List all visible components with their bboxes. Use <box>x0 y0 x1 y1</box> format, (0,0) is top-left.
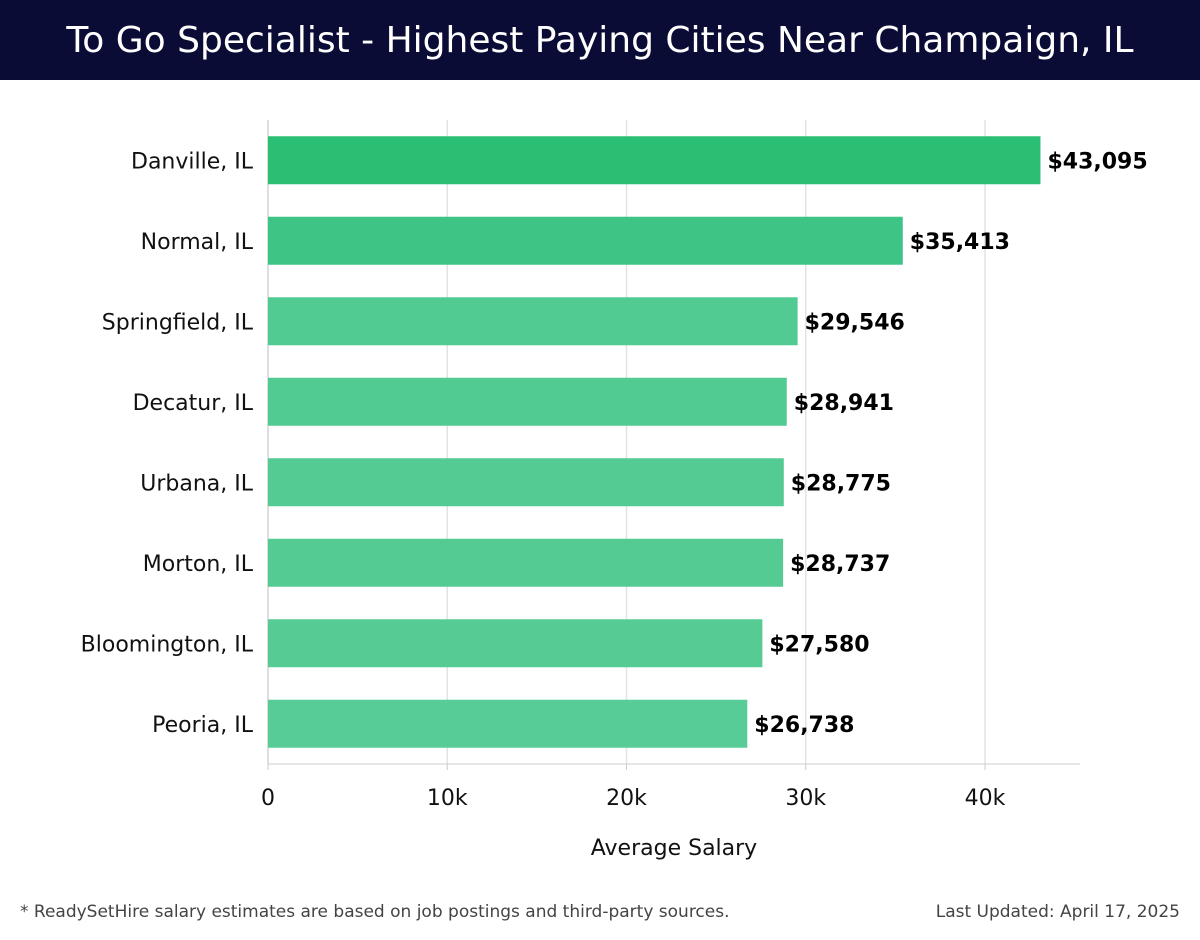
y-tick-label: Bloomington, IL <box>81 632 254 657</box>
x-tick-label: 10k <box>427 786 468 811</box>
x-tick-label: 20k <box>606 786 647 811</box>
bar-6 <box>268 619 763 668</box>
x-axis-label: Average Salary <box>591 836 757 861</box>
y-tick-label: Danville, IL <box>131 149 254 174</box>
bar-4 <box>268 458 784 507</box>
bar-0 <box>268 136 1041 185</box>
y-tick-label: Peoria, IL <box>152 713 254 738</box>
bar-7 <box>268 699 748 748</box>
x-tick-label: 0 <box>261 786 275 811</box>
footnote: * ReadySetHire salary estimates are base… <box>20 902 730 922</box>
bar-1 <box>268 216 903 265</box>
bar-3 <box>268 377 787 426</box>
y-tick-label: Urbana, IL <box>140 471 253 496</box>
data-label: $29,546 <box>805 310 905 335</box>
data-label: $43,095 <box>1047 149 1147 174</box>
data-label: $26,738 <box>754 713 854 738</box>
data-label: $28,737 <box>790 552 890 577</box>
bar-2 <box>268 297 798 346</box>
bar-5 <box>268 538 784 587</box>
data-label: $35,413 <box>910 230 1010 255</box>
y-tick-label: Morton, IL <box>143 552 254 577</box>
x-tick-label: 30k <box>785 786 826 811</box>
last-updated: Last Updated: April 17, 2025 <box>935 902 1180 922</box>
y-tick-label: Normal, IL <box>141 230 254 255</box>
chart-title: To Go Specialist - Highest Paying Cities… <box>0 0 1200 80</box>
y-tick-label: Springfield, IL <box>102 310 254 335</box>
y-tick-label: Decatur, IL <box>133 391 254 416</box>
data-label: $28,775 <box>791 471 891 496</box>
data-label: $27,580 <box>769 632 869 657</box>
x-tick-label: 40k <box>965 786 1006 811</box>
data-label: $28,941 <box>794 391 894 416</box>
bar-chart: 0 10k 20k 30k 40k Danville, IL $43,095 Normal, … <box>81 120 1148 861</box>
